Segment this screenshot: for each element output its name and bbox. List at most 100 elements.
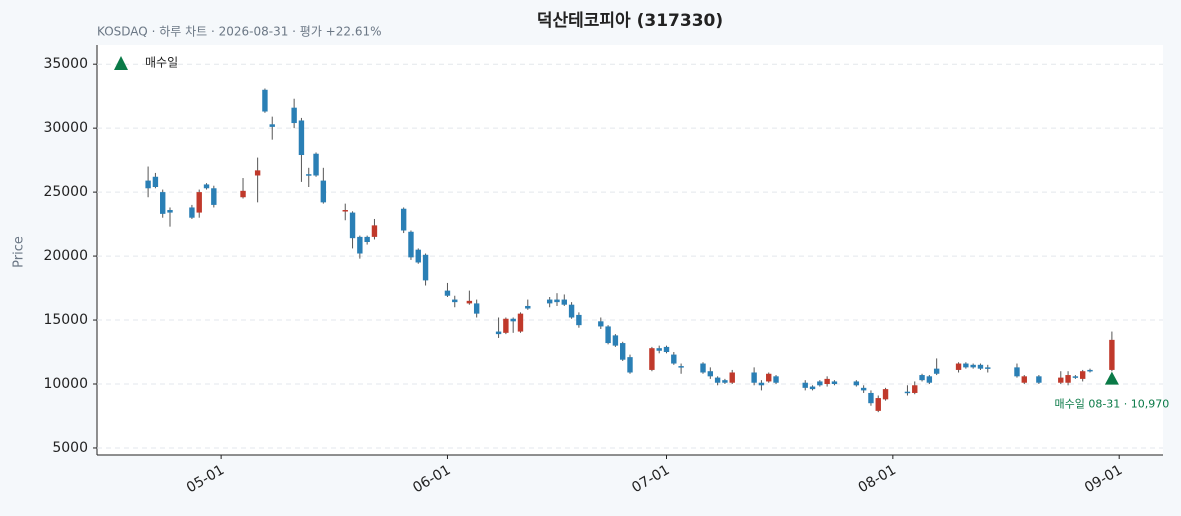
plot-area [97,45,1163,455]
candle-body [619,343,626,360]
candle-body [576,314,582,326]
candle-body [1109,339,1115,370]
candle-body [145,180,151,189]
candle-body [510,318,516,322]
candle-body [400,208,407,231]
candle-body [766,373,772,382]
candle-body [809,386,816,390]
candle-body [554,299,560,303]
candle-body [598,321,604,327]
candle-body [1058,377,1064,383]
candle-body [868,392,874,404]
candle-body [203,184,210,189]
candle-body [357,236,363,254]
candle-body [955,363,962,370]
candle-body [919,375,925,381]
candle-body [371,225,378,237]
legend-label: 매수일 [145,56,178,70]
buy-annotation: 매수일 08-31 · 10,970 [1054,397,1169,411]
candle-body [1087,369,1093,372]
candle-body [546,299,553,304]
candle-body [473,303,480,314]
candle-body [1079,371,1086,379]
candle-body [963,363,969,368]
candle-body [291,107,297,124]
candle-body [313,153,319,176]
candle-body [875,398,881,411]
candle-body [671,354,677,364]
candle-body [970,364,976,368]
candle-body [452,299,458,303]
candle-body [364,236,370,243]
candle-body [700,363,706,373]
candle-body [802,382,808,388]
candle-body [824,378,830,385]
candle-body [678,366,684,368]
candle-body [269,124,275,127]
chart-subtitle: KOSDAQ · 하루 차트 · 2026-08-31 · 평가 +22.61% [97,25,382,39]
candle-body [714,377,721,383]
chart-title: 덕산테코피아 (317330) [537,11,723,31]
y-tick-label: 5000 [52,440,88,456]
y-tick-label: 20000 [43,248,88,264]
candle-body [860,387,867,391]
candle-body [656,348,662,351]
candle-body [422,254,429,281]
candle-body [320,180,327,203]
candle-body [773,376,779,383]
candle-body [561,299,567,305]
candle-body [985,367,991,369]
candle-body [298,120,305,156]
candle-body [904,391,911,394]
candle-body [627,357,633,373]
candle-body [663,346,670,353]
candle-body [415,249,421,263]
candle-body [912,385,918,393]
candle-body [306,174,312,176]
candle-body [1036,376,1042,383]
buy-marker [1104,371,1119,385]
candle-body [254,170,261,176]
candle-body [1014,367,1020,377]
candle-body [817,381,823,386]
candle-body [758,382,765,386]
candle-body [349,212,356,239]
y-tick-label: 10000 [43,376,88,392]
candle-body [262,89,268,112]
y-tick-label: 35000 [43,56,88,72]
candle-body [882,389,889,400]
candle-body [853,381,860,386]
candle-body [517,313,524,332]
candle-body [342,210,348,212]
candle-body [605,326,611,344]
candle-body [444,290,451,296]
y-tick-label: 30000 [43,120,88,136]
candle-body [1021,376,1027,383]
candle-body [466,300,473,304]
candle-body [568,304,575,318]
candle-body [1072,376,1079,378]
y-axis-label: Price [12,236,27,268]
candle-body [189,207,195,218]
legend-symbol [114,56,128,70]
candle-body [722,380,728,383]
candle-body [729,372,735,383]
y-tick-label: 25000 [43,184,88,200]
candle-body [707,371,714,377]
candle-body [926,376,933,383]
candle-body [1065,375,1071,383]
candle-body [751,372,757,383]
candle-body [933,368,940,374]
candle-body [977,364,984,369]
candle-body [211,188,217,205]
candle-body [525,305,531,309]
candle-body [240,190,246,198]
candle-body [167,210,173,213]
candle-body [196,192,202,213]
candle-body [831,381,838,385]
candle-body [152,176,159,187]
candle-body [612,335,619,346]
candle-body [495,331,502,335]
candle-body [408,231,414,258]
